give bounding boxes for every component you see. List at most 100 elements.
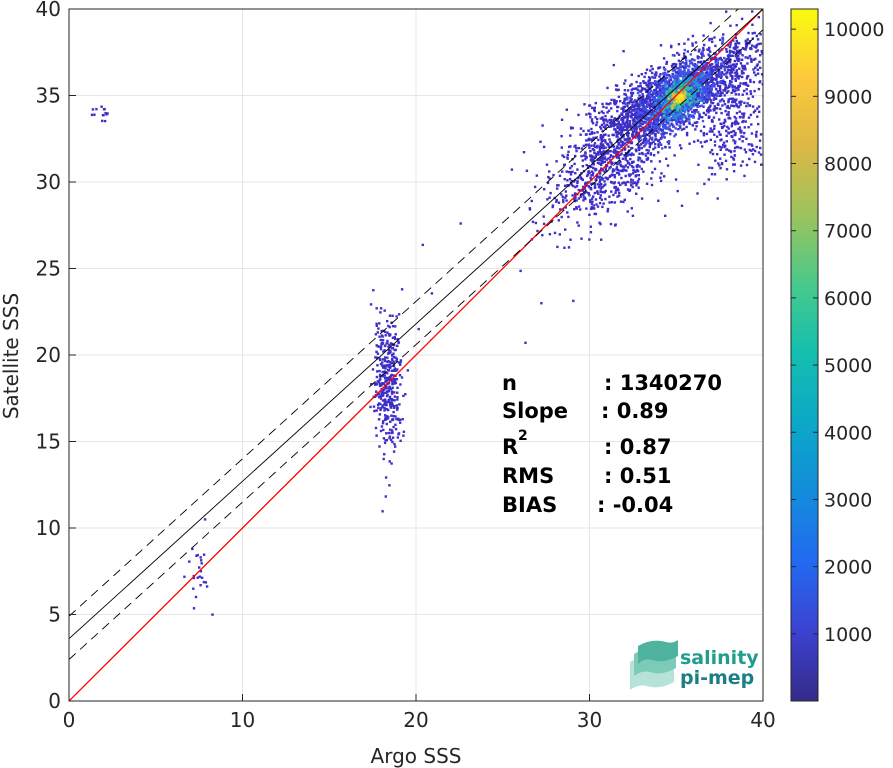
density-cell [626,166,630,169]
density-cell [650,117,654,120]
density-cell [598,181,601,184]
density-cell [687,86,691,89]
density-cell [635,80,638,84]
density-cell [597,186,601,189]
density-cell [387,369,390,372]
density-cell [638,122,642,125]
density-cell [385,432,388,435]
density-cell [608,138,611,141]
density-cell [725,134,728,137]
density-cell [757,151,761,154]
density-cell [703,140,707,144]
density-cell [582,154,586,157]
colorbar-tick-label: 4000 [824,422,872,444]
density-cell [642,98,646,101]
density-cell [387,408,390,412]
density-cell [700,96,703,100]
density-cell [677,77,680,80]
density-cell [616,187,619,190]
density-cell [390,401,393,404]
density-cell [731,63,734,66]
density-cell [672,92,675,95]
density-cell [738,101,741,104]
density-cell [626,159,629,163]
density-cell [650,160,653,163]
density-cell [390,429,394,432]
density-cell [593,212,596,216]
density-cell [704,61,707,65]
density-cell [698,114,701,117]
density-cell [659,44,663,47]
density-cell [604,183,607,186]
density-cell [759,33,762,36]
density-cell [635,127,638,130]
density-cell [626,120,629,123]
density-cell [378,382,382,386]
density-cell [685,59,688,62]
density-cell [633,121,636,125]
density-cell [671,123,674,127]
density-cell [723,118,727,122]
density-cell [691,84,694,87]
density-cell [379,407,383,410]
density-cell [400,376,404,379]
density-cell [573,208,576,211]
density-cell [624,142,627,145]
density-cell [667,100,671,103]
density-cell [738,110,741,113]
density-cell [713,133,716,136]
density-cell [683,90,687,94]
density-cell [724,89,727,92]
density-cell [395,406,399,410]
density-cell [749,90,752,93]
density-cell [585,139,588,142]
density-cell [378,413,382,416]
density-cell [609,156,612,159]
density-cell [691,110,694,114]
density-cell [722,33,725,36]
density-cell [740,130,743,133]
density-cell [752,68,755,71]
density-cell [657,151,660,154]
density-cell [657,93,661,97]
density-cell [735,56,739,59]
density-cell [680,128,684,131]
density-cell [657,131,660,134]
density-cell [631,146,634,150]
density-cell [720,75,723,78]
density-cell [655,94,658,97]
density-cell [651,81,654,85]
density-cell [380,382,384,386]
density-cell [606,120,609,123]
density-cell [459,222,462,225]
density-cell [630,128,633,131]
density-cell [702,46,705,50]
density-cell [703,64,707,67]
density-cell [388,325,391,329]
density-cell [714,44,717,48]
density-cell [652,98,655,101]
density-cell [679,121,682,125]
stat-r2-label: R [502,435,518,459]
density-cell [565,199,568,202]
density-cell [375,324,378,327]
density-cell [696,139,700,142]
density-cell [707,85,710,88]
density-cell [706,81,710,84]
density-cell [738,137,741,141]
density-cell [728,51,732,54]
density-cell [566,211,569,214]
density-cell [370,383,373,386]
density-cell [697,104,701,108]
density-cell [642,170,645,173]
density-cell [693,80,696,84]
density-cell [680,80,683,83]
density-cell [674,97,678,101]
density-cell [682,127,686,130]
density-cell [575,206,578,209]
density-cell [594,145,597,149]
density-cell [736,45,739,49]
density-cell [590,138,593,142]
density-cell [667,118,670,122]
density-cell [570,179,573,183]
